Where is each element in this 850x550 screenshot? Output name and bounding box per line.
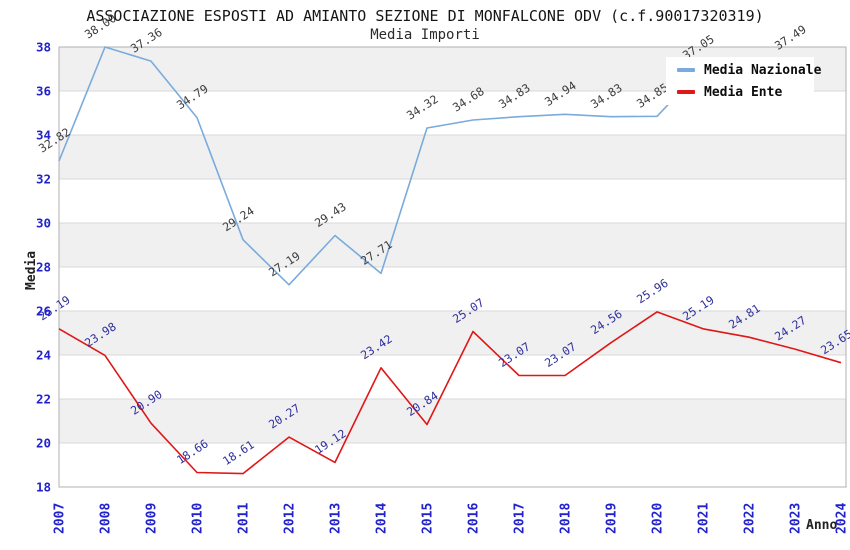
legend: Media Nazionale Media Ente	[666, 57, 821, 105]
x-tick-label: 2019	[605, 503, 620, 534]
point-label: 25.96	[634, 276, 671, 307]
band-shade	[59, 311, 846, 355]
y-tick-label: 26	[36, 304, 51, 319]
point-label: 38.00	[82, 11, 119, 42]
legend-item-media-ente: Media Ente	[666, 85, 814, 100]
y-tick-label: 32	[36, 172, 51, 187]
y-tick-label: 36	[36, 84, 51, 99]
legend-label-media-nazionale: Media Nazionale	[704, 62, 822, 78]
x-tick-label: 2023	[789, 503, 804, 534]
chart-title: ASSOCIAZIONE ESPOSTI AD AMIANTO SEZIONE …	[86, 7, 764, 25]
band-shade	[59, 223, 846, 267]
x-tick-label: 2020	[651, 503, 666, 534]
x-tick-label: 2014	[375, 503, 390, 534]
y-tick-label: 22	[36, 392, 51, 407]
y-axis-title: Media	[24, 250, 39, 290]
point-label: 34.32	[404, 92, 441, 123]
y-tick-label: 28	[36, 260, 51, 275]
line-swatch-red-icon	[677, 90, 695, 94]
x-tick-label: 2024	[835, 503, 850, 534]
y-tick-label: 24	[36, 348, 51, 363]
y-tick-label: 38	[36, 40, 51, 55]
y-tick-label: 30	[36, 216, 51, 231]
x-tick-label: 2009	[145, 503, 160, 534]
series-line-ente	[58, 311, 842, 475]
band-shade	[59, 399, 846, 443]
x-tick-label: 2016	[467, 503, 482, 534]
legend-item-media-nazionale: Media Nazionale	[666, 63, 821, 78]
x-tick-label: 2011	[237, 503, 252, 534]
y-tick-label: 20	[36, 436, 51, 451]
x-tick-label: 2021	[697, 503, 712, 534]
x-tick-label: 2017	[513, 503, 528, 534]
x-axis-title: Anno	[806, 518, 838, 533]
x-tick-label: 2022	[743, 503, 758, 534]
x-tick-label: 2008	[99, 503, 114, 534]
y-tick-label: 34	[36, 128, 51, 143]
x-tick-label: 2013	[329, 503, 344, 534]
x-tick-label: 2018	[559, 503, 574, 534]
x-tick-label: 2010	[191, 503, 206, 534]
legend-label-media-ente: Media Ente	[704, 84, 783, 100]
plot-frame	[58, 46, 847, 488]
band-shade	[59, 135, 846, 179]
y-tick-label: 18	[36, 480, 51, 495]
x-tick-label: 2012	[283, 503, 298, 534]
line-swatch-blue-icon	[677, 68, 695, 72]
chart-subtitle: Media Importi	[370, 27, 480, 43]
x-tick-label: 2007	[53, 503, 68, 534]
x-tick-label: 2015	[421, 503, 436, 534]
